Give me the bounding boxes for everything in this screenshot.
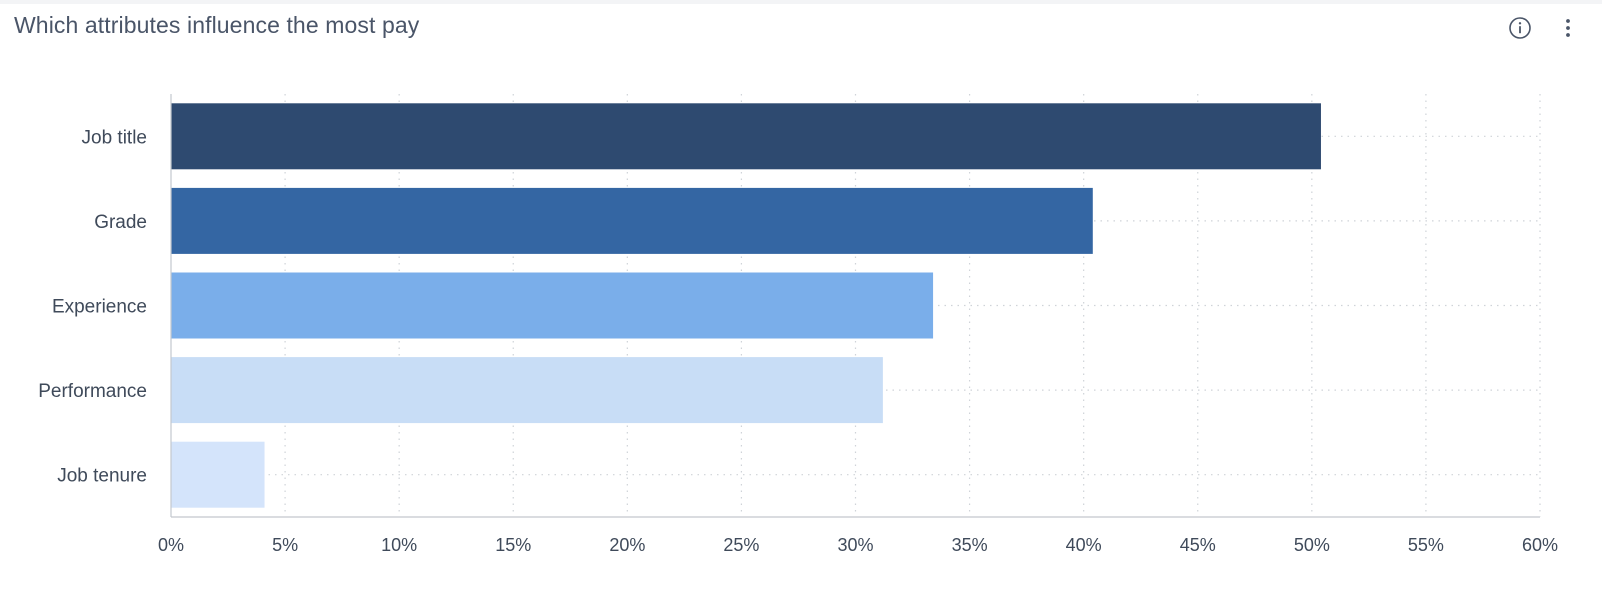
bar — [171, 272, 934, 339]
more-vertical-icon[interactable] — [1554, 14, 1582, 42]
x-tick-label: 0% — [158, 535, 184, 555]
x-tick-label: 60% — [1522, 535, 1558, 555]
x-tick-label: 5% — [272, 535, 298, 555]
chart-title: Which attributes influence the most pay — [14, 12, 420, 38]
bar — [171, 187, 1093, 254]
x-tick-label: 50% — [1294, 535, 1330, 555]
bar — [171, 441, 265, 508]
header-actions — [1506, 14, 1582, 42]
x-tick-label: 35% — [952, 535, 988, 555]
x-tick-label: 25% — [723, 535, 759, 555]
x-tick-label: 15% — [495, 535, 531, 555]
x-tick-label: 10% — [381, 535, 417, 555]
x-tick-label: 30% — [837, 535, 873, 555]
category-label: Grade — [94, 212, 147, 233]
x-tick-label: 55% — [1408, 535, 1444, 555]
bar — [171, 357, 883, 424]
category-label: Job title — [82, 127, 147, 148]
x-tick-label: 20% — [609, 535, 645, 555]
category-label: Job tenure — [57, 466, 147, 487]
x-tick-label: 40% — [1066, 535, 1102, 555]
info-icon[interactable] — [1506, 14, 1534, 42]
category-label: Experience — [52, 297, 147, 318]
top-divider — [0, 0, 1602, 4]
category-label: Performance — [38, 381, 147, 402]
bar — [171, 103, 1321, 170]
x-tick-label: 45% — [1180, 535, 1216, 555]
